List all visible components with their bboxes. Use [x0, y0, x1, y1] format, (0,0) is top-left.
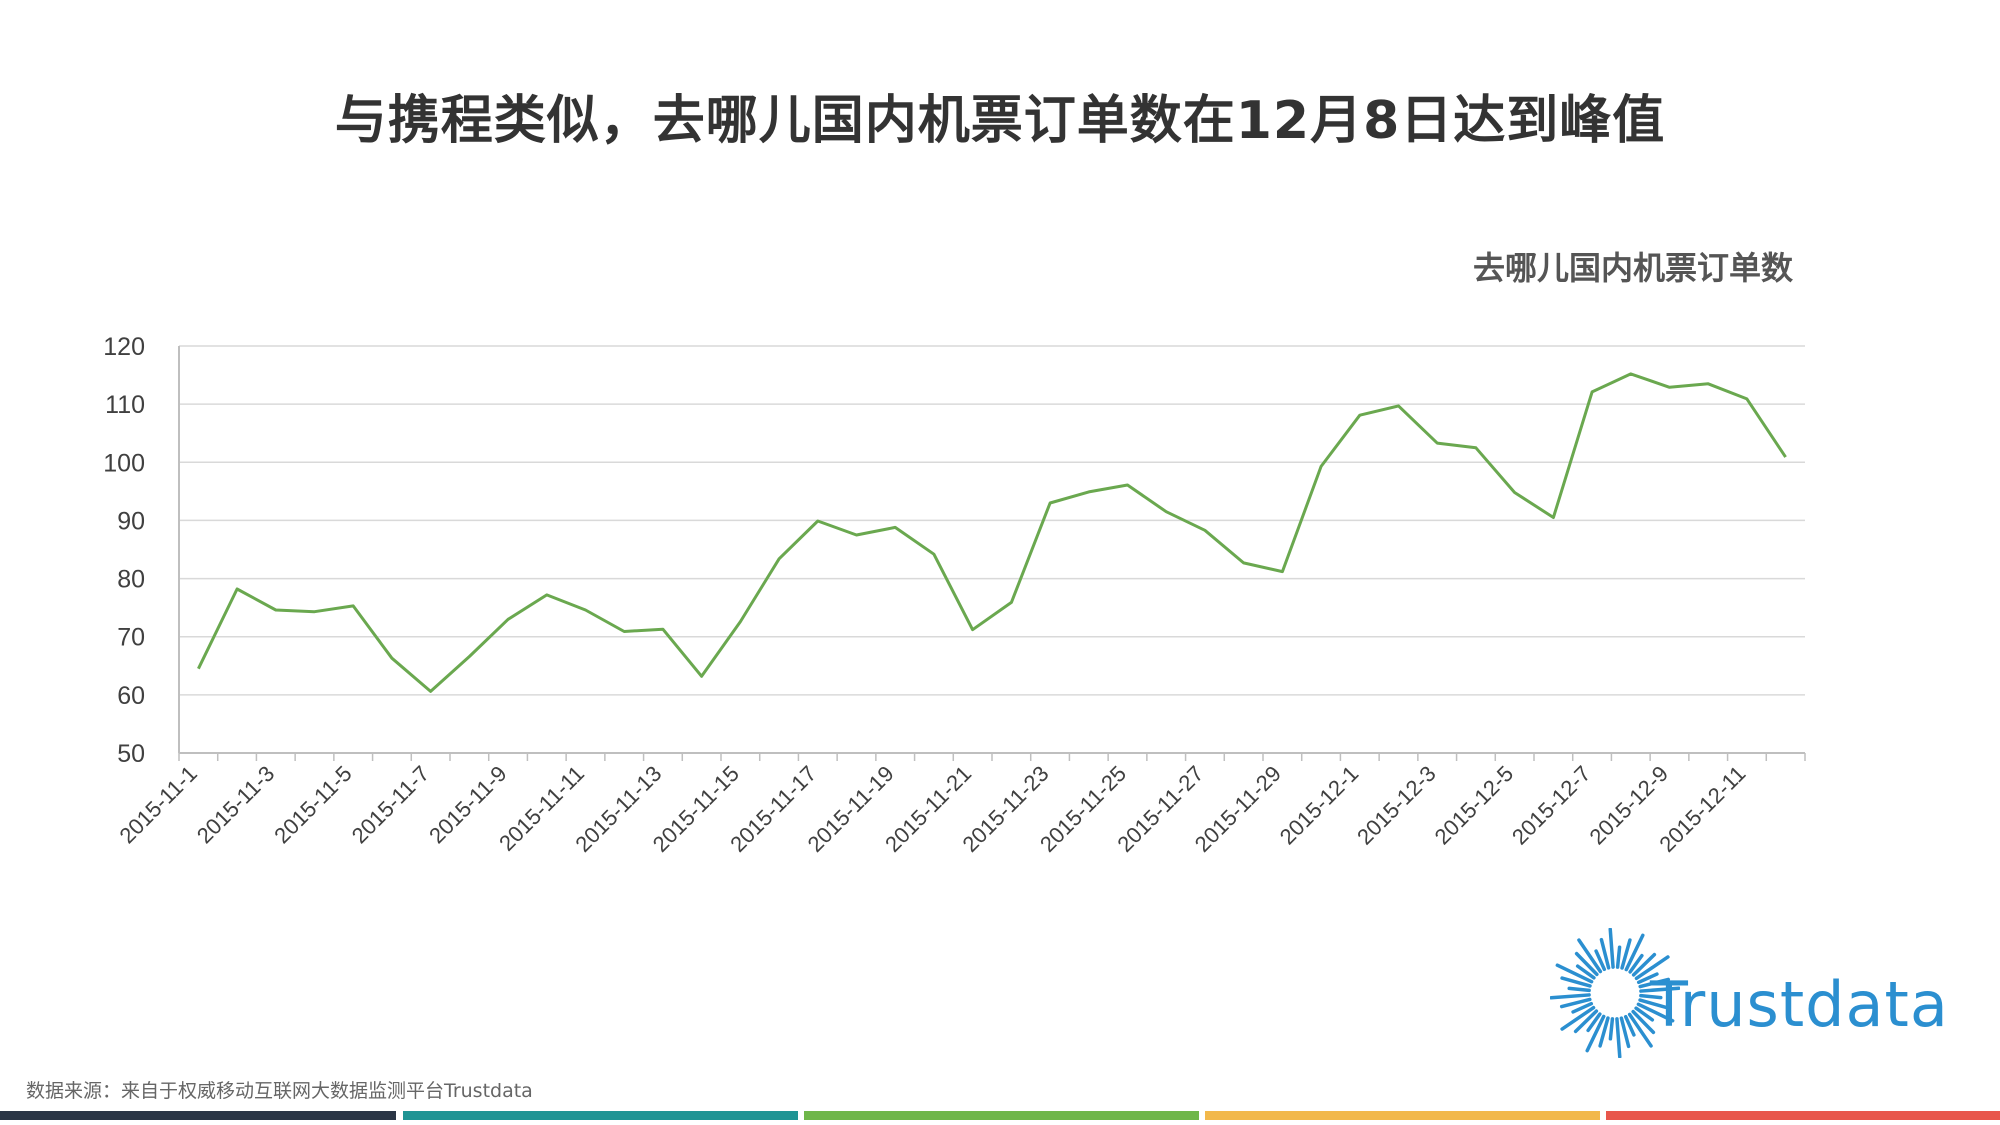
sunburst-ray — [1636, 972, 1659, 985]
sunburst-ray — [1577, 938, 1603, 974]
chart-series — [197, 372, 1787, 693]
sunburst-ray — [1634, 955, 1670, 981]
sunburst-icon — [1550, 928, 1680, 1058]
sunburst-ray — [1560, 1005, 1596, 1031]
sunburst-ray — [1594, 949, 1607, 972]
y-axis-ticks: 120 110 100 90 80 70 60 50 — [103, 333, 145, 768]
x-tick-label: 2015-11-1 — [114, 761, 201, 848]
series-line — [197, 372, 1787, 693]
sunburst-ray — [1567, 986, 1591, 993]
footer-bar-green — [804, 1111, 1199, 1120]
x-tick-label: 2015-11-7 — [347, 761, 434, 848]
x-tick-label: 2015-12-1 — [1275, 761, 1364, 850]
y-tick-label: 120 — [103, 333, 145, 361]
sunburst-ray — [1615, 945, 1622, 969]
sunburst-ray — [1550, 993, 1591, 1000]
footer-color-bars — [0, 1111, 2000, 1120]
y-tick-label: 90 — [117, 507, 145, 535]
sunburst-ray — [1631, 952, 1657, 977]
sunburst-ray — [1639, 986, 1680, 993]
y-tick-label: 100 — [103, 449, 145, 477]
sunburst-ray — [1619, 1016, 1631, 1049]
x-tick-label: 2015-12-7 — [1507, 761, 1596, 850]
sunburst-ray — [1623, 1014, 1636, 1037]
sunburst-ray — [1638, 977, 1671, 989]
sunburst-ray — [1573, 1009, 1599, 1034]
trustdata-logo: Trustdata — [1550, 928, 1950, 1058]
sunburst-ray — [1624, 933, 1645, 972]
sunburst-ray — [1639, 993, 1663, 1000]
y-tick-label: 50 — [117, 740, 145, 768]
sunburst-ray — [1555, 963, 1594, 984]
x-axis — [178, 346, 1806, 761]
x-tick-label: 2015-12-3 — [1352, 761, 1441, 850]
sunburst-ray — [1628, 953, 1644, 974]
y-tick-label: 70 — [117, 624, 145, 652]
sunburst-ray — [1571, 1001, 1594, 1014]
footer-bar-red — [1606, 1111, 2000, 1120]
y-tick-label: 110 — [105, 391, 145, 419]
footer-bar-dark — [0, 1111, 396, 1120]
sunburst-ray — [1631, 1009, 1656, 1035]
x-tick-label: 2015-11-5 — [269, 761, 356, 848]
y-tick-label: 60 — [117, 682, 145, 710]
sunburst-ray — [1586, 1012, 1602, 1033]
page-title: 与携程类似，去哪儿国内机票订单数在12月8日达到峰值 — [334, 91, 1666, 151]
sunburst-ray — [1627, 1012, 1653, 1048]
x-tick-label: 2015-12-5 — [1430, 761, 1519, 850]
y-tick-label: 80 — [117, 566, 145, 594]
footer-bar-yellow — [1205, 1111, 1600, 1120]
footer-bar-teal — [403, 1111, 798, 1120]
source-note: 数据来源：来自于权威移动互联网大数据监测平台Trustdata — [26, 1080, 533, 1102]
chart-gridlines — [179, 345, 1805, 696]
sunburst-ray — [1608, 1017, 1615, 1041]
sunburst-ray — [1615, 1017, 1622, 1058]
sunburst-ray — [1559, 997, 1592, 1009]
sunburst-ray — [1585, 1014, 1606, 1053]
series-name-label: 去哪儿国内机票订单数 — [1472, 249, 1793, 287]
x-tick-label: 2015-11-3 — [192, 761, 279, 848]
sunburst-ray — [1575, 964, 1596, 980]
sunburst-ray — [1638, 998, 1670, 1010]
sunburst-ray — [1599, 937, 1611, 970]
logo-text: Trustdata — [1650, 968, 1949, 1041]
sunburst-ray — [1574, 951, 1599, 977]
sunburst-ray — [1620, 938, 1632, 970]
sunburst-ray — [1634, 1006, 1655, 1022]
sunburst-ray — [1636, 1002, 1675, 1023]
sunburst-ray — [1608, 928, 1615, 969]
sunburst-ray — [1560, 976, 1592, 988]
sunburst-ray — [1598, 1016, 1610, 1048]
